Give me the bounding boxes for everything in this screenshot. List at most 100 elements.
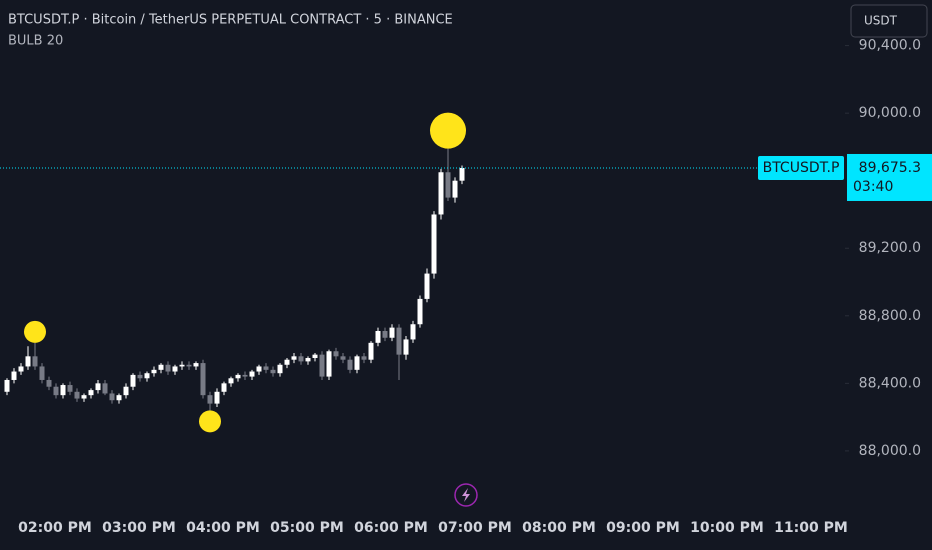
candle-body <box>340 356 346 360</box>
candle-body <box>25 356 31 367</box>
candle-body <box>137 374 143 379</box>
candle-body <box>347 359 353 370</box>
candle-body <box>18 366 24 372</box>
candle-body <box>263 366 269 370</box>
candle-body <box>333 351 339 357</box>
candle-body <box>53 386 59 396</box>
chart-title: BTCUSDT.P · Bitcoin / TetherUS PERPETUAL… <box>8 13 453 28</box>
y-tick-label: 88,800.0 <box>859 308 921 324</box>
x-tick-label: 04:00 PM <box>186 520 260 536</box>
currency-button[interactable] <box>850 4 928 38</box>
y-tick-label: 88,400.0 <box>859 375 921 391</box>
indicator-label: BULB 20 <box>8 34 63 49</box>
candle-body <box>459 167 465 181</box>
candle-body <box>151 369 157 374</box>
candle-body <box>207 395 213 404</box>
candle-body <box>256 366 262 372</box>
x-tick-label: 10:00 PM <box>690 520 764 536</box>
x-tick-label: 07:00 PM <box>438 520 512 536</box>
last-price-label: 89,675.3 <box>859 160 921 176</box>
plot <box>0 112 845 433</box>
candle-body <box>67 385 73 392</box>
candle-body <box>81 395 87 399</box>
y-tick-label: 90,400.0 <box>859 38 921 54</box>
candle-body <box>193 363 199 367</box>
candle-body <box>291 356 297 360</box>
candle-body <box>123 386 129 396</box>
candle-body <box>277 364 283 374</box>
candle-body <box>102 383 108 394</box>
candle-body <box>298 356 304 362</box>
candle-body <box>410 324 416 340</box>
candle-body <box>88 390 94 396</box>
candle-body <box>165 364 171 372</box>
candle-body <box>39 366 45 380</box>
candle-body <box>116 395 122 401</box>
candle-body <box>452 180 458 198</box>
candle-body <box>403 339 409 355</box>
candle-body <box>354 356 360 370</box>
grid <box>845 45 849 452</box>
candle-body <box>312 354 318 359</box>
candle-body <box>4 379 10 392</box>
x-tick-label: 05:00 PM <box>270 520 344 536</box>
candle-body <box>46 379 52 387</box>
candle-body <box>11 371 17 380</box>
candle-body <box>186 364 192 367</box>
currency-label[interactable]: USDT <box>864 14 898 28</box>
countdown-label: 03:40 <box>853 179 893 195</box>
y-tick-label: 88,000.0 <box>859 443 921 459</box>
candle-body <box>249 371 255 377</box>
candle-body <box>74 391 80 399</box>
candle-body <box>438 172 444 215</box>
x-tick-label: 08:00 PM <box>522 520 596 536</box>
x-tick-label: 11:00 PM <box>774 520 848 536</box>
x-tick-label: 09:00 PM <box>606 520 680 536</box>
candle-body <box>417 298 423 325</box>
candle-body <box>179 364 185 367</box>
signal-dot <box>199 410 221 433</box>
symbol-tag <box>758 155 844 180</box>
candle-body <box>109 393 115 401</box>
price-tag <box>847 153 932 201</box>
candle-body <box>95 383 101 391</box>
candle-body <box>235 374 241 379</box>
x-tick-label: 03:00 PM <box>102 520 176 536</box>
lightning-glyph <box>462 488 470 502</box>
candle-body <box>221 383 227 392</box>
candle-body <box>375 330 381 343</box>
candle-body <box>228 378 234 384</box>
candle-body <box>32 356 38 367</box>
candle-body <box>158 364 164 370</box>
candle-body <box>368 342 374 360</box>
candle-body <box>270 369 276 374</box>
x-tick-label: 06:00 PM <box>354 520 428 536</box>
candle-body <box>319 354 325 377</box>
candle-body <box>130 374 136 387</box>
y-tick-label: 89,200.0 <box>859 240 921 256</box>
candle-body <box>200 363 206 396</box>
candle-body <box>305 358 311 362</box>
candle-body <box>284 359 290 365</box>
y-tick-label: 90,000.0 <box>859 105 921 121</box>
candle-body <box>326 351 332 377</box>
candle-body <box>214 391 220 404</box>
candle-body <box>389 327 395 338</box>
candle-body <box>445 172 451 198</box>
signal-dot <box>430 112 466 149</box>
candle-body <box>361 356 367 360</box>
symbol-label: BTCUSDT.P <box>763 160 840 176</box>
candle-body <box>242 374 248 377</box>
x-tick-label: 02:00 PM <box>18 520 92 536</box>
candle-body <box>431 214 437 274</box>
candle-body <box>172 366 178 372</box>
candle-body <box>396 327 402 355</box>
candle-body <box>382 330 388 338</box>
candle-body <box>424 273 430 299</box>
candle-body <box>60 385 66 396</box>
signal-dot <box>24 320 46 343</box>
candle-body <box>144 373 150 379</box>
